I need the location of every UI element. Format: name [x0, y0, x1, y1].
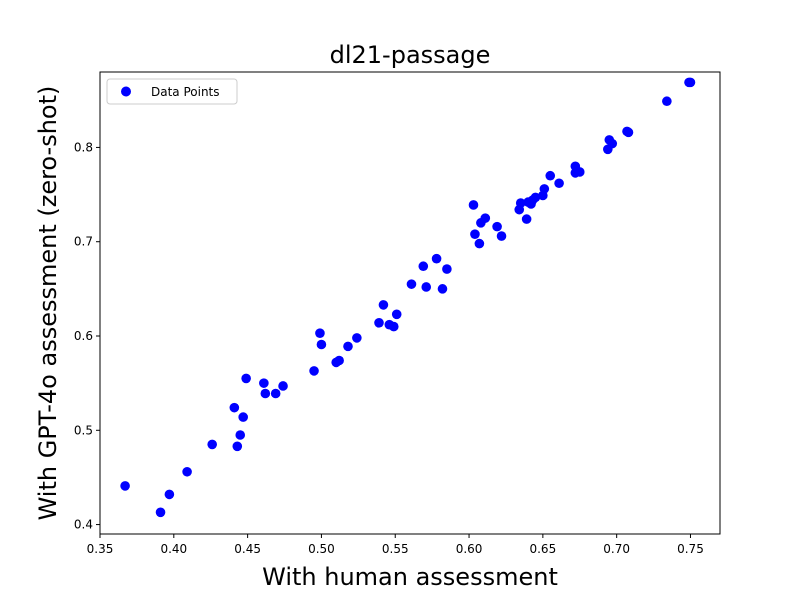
y-axis-ticks: 0.4 0.5 0.6 0.7 0.8 [74, 140, 100, 532]
y-tick-label: 0.7 [74, 235, 93, 249]
x-tick-label: 0.35 [87, 542, 114, 556]
data-point [468, 200, 479, 210]
x-tick-label: 0.45 [234, 542, 261, 556]
x-tick-label: 0.40 [160, 542, 187, 556]
data-point [607, 138, 618, 149]
x-tick-label: 0.55 [382, 542, 409, 556]
data-point [470, 229, 480, 239]
data-point [238, 412, 248, 422]
x-tick-label: 0.70 [603, 542, 630, 556]
data-point [406, 279, 417, 289]
data-point [685, 77, 696, 88]
data-point [309, 366, 319, 376]
data-point [388, 321, 399, 332]
legend-marker [121, 86, 131, 97]
data-point [259, 378, 269, 388]
data-point [515, 198, 526, 208]
data-point [374, 318, 384, 328]
data-point [334, 355, 344, 366]
x-tick-label: 0.50 [308, 542, 335, 556]
data-point [315, 328, 325, 338]
data-point [492, 221, 502, 232]
x-tick-label: 0.65 [529, 542, 556, 556]
data-point [574, 167, 585, 177]
data-point [662, 96, 672, 107]
data-point [378, 300, 389, 310]
data-point [480, 213, 491, 223]
data-point [421, 282, 432, 292]
data-point [182, 466, 192, 477]
x-tick-label: 0.60 [456, 542, 483, 556]
data-point [260, 388, 271, 399]
y-tick-label: 0.8 [74, 140, 93, 154]
data-point [270, 388, 281, 399]
data-point [442, 264, 452, 274]
data-point [207, 439, 217, 450]
data-points-layer [120, 77, 696, 518]
x-tick-label: 0.75 [677, 542, 704, 556]
legend-label: Data Points [151, 85, 220, 99]
plot-area [100, 72, 720, 534]
data-point [545, 170, 556, 181]
data-point [623, 127, 634, 138]
x-axis-ticks: 0.35 0.40 0.45 0.50 0.55 0.60 0.65 0.70 0.75 [87, 534, 704, 556]
data-point [232, 441, 243, 452]
data-point [391, 309, 402, 320]
data-point [235, 430, 246, 440]
data-point [530, 192, 541, 203]
data-point [343, 341, 353, 352]
data-point [437, 284, 448, 294]
data-point [496, 231, 507, 241]
data-point [474, 238, 485, 249]
legend-box [106, 78, 238, 105]
data-point [352, 333, 362, 343]
data-point [554, 178, 564, 189]
data-point [164, 489, 175, 500]
data-point [418, 261, 429, 272]
y-tick-label: 0.6 [74, 329, 93, 343]
data-point [431, 253, 442, 264]
data-point [120, 481, 130, 491]
chart-title: dl21-passage [330, 41, 491, 69]
y-tick-label: 0.4 [74, 518, 93, 532]
data-point [278, 381, 288, 391]
data-point [155, 507, 166, 518]
legend: Data Points [106, 78, 238, 105]
y-axis-title: With GPT-4o assessment (zero-shot) [34, 86, 62, 521]
y-tick-label: 0.5 [74, 423, 93, 437]
plot-frame [99, 71, 721, 535]
data-point [539, 184, 550, 194]
x-axis-title: With human assessment [262, 563, 558, 591]
data-point [521, 214, 532, 224]
data-point [241, 373, 251, 384]
data-point [229, 402, 240, 413]
data-point [316, 339, 327, 350]
